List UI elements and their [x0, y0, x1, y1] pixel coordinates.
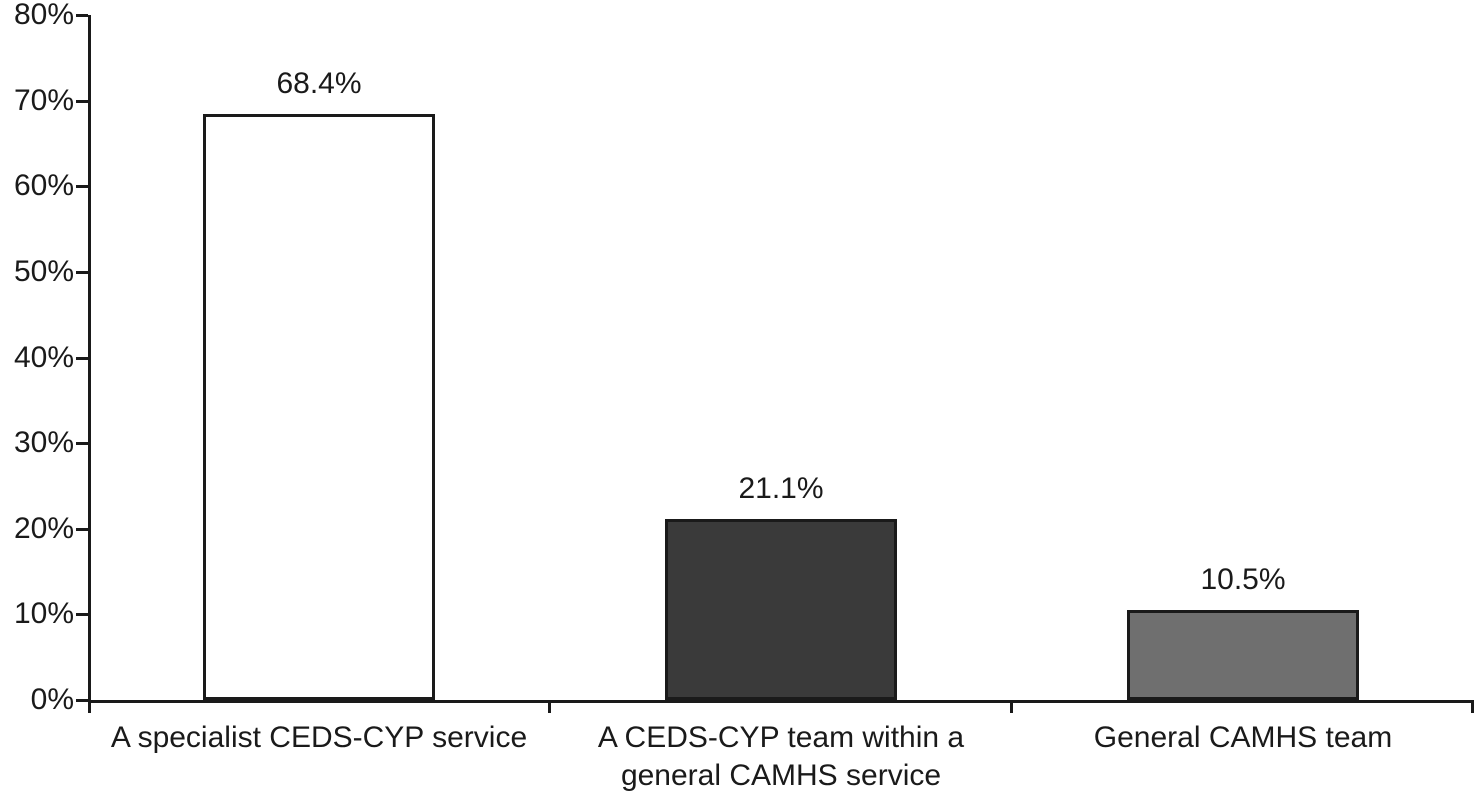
y-tickmark — [76, 356, 88, 360]
bar-value-label: 10.5% — [1200, 563, 1286, 597]
y-tickmark — [76, 14, 88, 17]
y-axis-tick-labels: 80% 70% 60% 50% 40% 30% 20% 10% 0% — [13, 0, 74, 716]
y-axis-line — [88, 15, 91, 703]
category-slot: 21.1% — [550, 15, 1012, 700]
x-axis-category-labels: A specialist CEDS-CYP service A CEDS-CYP… — [88, 719, 1474, 796]
y-tickmark — [76, 699, 88, 702]
y-tickmark — [76, 442, 88, 446]
category-slot: 10.5% — [1012, 15, 1474, 700]
y-axis-tickmarks — [76, 14, 88, 702]
y-tickmark — [76, 270, 88, 274]
x-tickmark — [1471, 703, 1474, 713]
bar-value-label: 21.1% — [738, 472, 824, 506]
x-tickmark — [548, 703, 551, 713]
y-tickmark — [76, 613, 88, 617]
x-tickmark — [1010, 703, 1013, 713]
category-slot: 68.4% — [88, 15, 550, 700]
x-axis-line — [88, 700, 1474, 703]
bar-specialist-ceds-cyp-service — [203, 114, 435, 700]
bar-ceds-cyp-team-within-general-camhs — [665, 519, 897, 700]
category-label: A specialist CEDS-CYP service — [110, 721, 528, 754]
x-axis-tickmarks — [88, 703, 1474, 713]
y-tickmark — [76, 527, 88, 531]
bar-general-camhs-team — [1127, 610, 1359, 700]
y-tickmark — [76, 99, 88, 103]
bar-value-label: 68.4% — [276, 67, 362, 101]
x-tickmark — [88, 703, 91, 713]
y-tickmark — [76, 185, 88, 189]
plot-area: 68.4% 21.1% 10.5% — [88, 15, 1474, 700]
category-label: A CEDS-CYP team within a general CAMHS s… — [597, 721, 965, 793]
category-label: General CAMHS team — [1093, 721, 1393, 754]
